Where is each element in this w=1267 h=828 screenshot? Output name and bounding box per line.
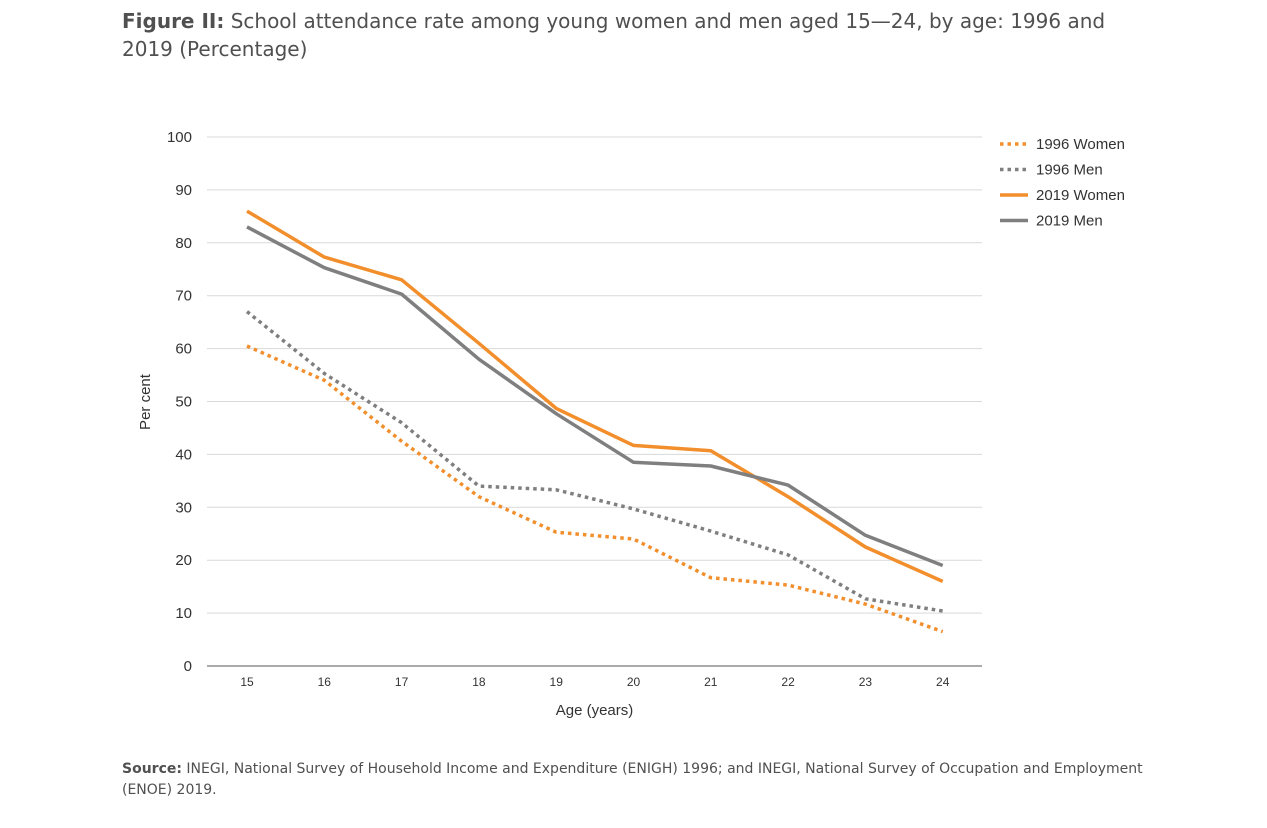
source-note: Source: INEGI, National Survey of Househ…: [122, 759, 1152, 801]
x-tick-label: 18: [472, 675, 486, 689]
y-tick-label: 70: [175, 288, 192, 305]
x-tick-label: 17: [395, 675, 409, 689]
x-tick-label: 21: [704, 675, 718, 689]
x-tick-label: 20: [627, 675, 641, 689]
legend: 1996 Women 1996 Men 2019 Women 2019 Men: [1000, 136, 1125, 230]
x-tick-label: 22: [781, 675, 795, 689]
y-tick-label: 30: [175, 499, 192, 516]
figure-number: Figure II:: [122, 9, 225, 33]
source-text: INEGI, National Survey of Household Inco…: [122, 761, 1143, 798]
y-tick-label: 60: [175, 341, 192, 358]
y-tick-label: 20: [175, 552, 192, 569]
y-axis-title: Per cent: [137, 373, 154, 430]
x-tick-label: 15: [240, 675, 254, 689]
legend-label-1996-men: 1996 Men: [1036, 162, 1103, 179]
y-tick-label: 0: [184, 658, 192, 675]
legend-label-1996-women: 1996 Women: [1036, 136, 1125, 153]
x-tick-label: 19: [550, 675, 564, 689]
y-tick-label: 10: [175, 605, 192, 622]
y-tick-label: 100: [167, 129, 192, 146]
figure-title: Figure II: School attendance rate among …: [122, 7, 1162, 63]
x-axis-ticks: 15 16 17 18 19 20 21 22 23 24: [240, 675, 949, 689]
x-tick-label: 24: [936, 675, 950, 689]
series-lines: [245, 209, 944, 634]
y-axis-ticks: 0 10 20 30 40 50 60 70 80 90 100: [167, 129, 192, 675]
series-line-2019-women: [246, 209, 944, 583]
x-tick-label: 23: [859, 675, 873, 689]
y-tick-label: 90: [175, 182, 192, 199]
x-axis-title: Age (years): [556, 702, 634, 719]
figure-title-text: School attendance rate among young women…: [122, 9, 1106, 61]
y-tick-label: 50: [175, 394, 192, 411]
grid-lines: [207, 136, 982, 614]
legend-label-2019-women: 2019 Women: [1036, 187, 1125, 204]
source-label: Source:: [122, 761, 182, 777]
series-line-1996-men: [245, 310, 943, 613]
y-tick-label: 40: [175, 446, 192, 463]
series-line-2019-men: [246, 225, 944, 568]
y-tick-label: 80: [175, 235, 192, 252]
x-tick-label: 16: [318, 675, 332, 689]
legend-label-2019-men: 2019 Men: [1036, 213, 1103, 230]
